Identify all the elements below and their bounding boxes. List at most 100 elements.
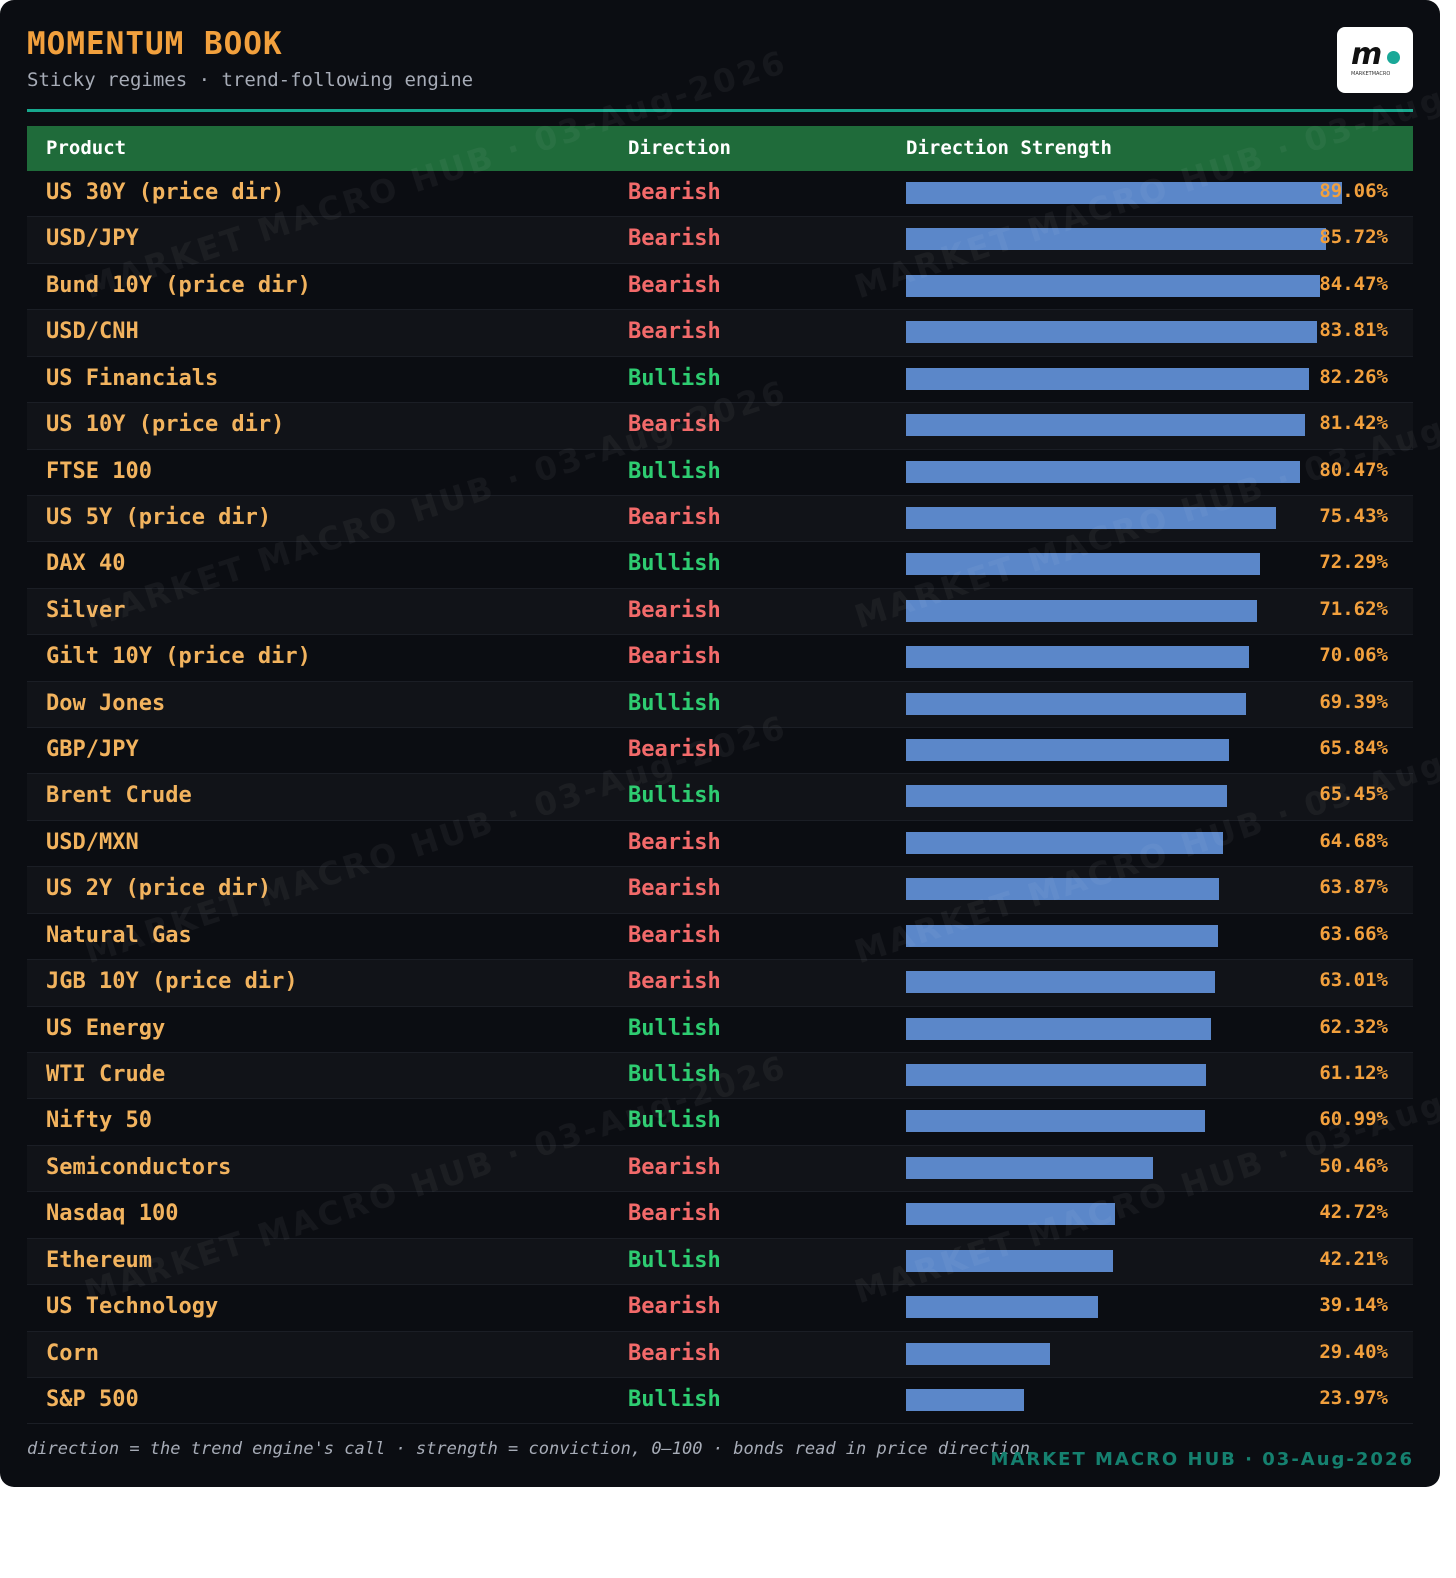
strength-bar bbox=[906, 367, 1310, 390]
product-label: USD/CNH bbox=[46, 319, 139, 345]
table-row: Dow Jones Bullish 69.39% bbox=[27, 681, 1413, 729]
product-label: US Technology bbox=[46, 1294, 219, 1320]
column-header-product: Product bbox=[46, 137, 127, 159]
product-label: USD/JPY bbox=[46, 226, 139, 252]
strength-value: 83.81% bbox=[1319, 319, 1388, 342]
table-row: GBP/JPY Bearish 65.84% bbox=[27, 728, 1413, 775]
direction-label: Bullish bbox=[628, 551, 721, 577]
logo-dot bbox=[1387, 51, 1400, 64]
table-row: Natural Gas Bearish 63.66% bbox=[27, 913, 1413, 961]
strength-bar bbox=[906, 831, 1223, 854]
strength-bar bbox=[906, 1388, 1024, 1411]
strength-bar bbox=[906, 785, 1227, 808]
product-label: US 2Y (price dir) bbox=[46, 876, 272, 902]
direction-label: Bearish bbox=[628, 272, 721, 298]
strength-value: 89.06% bbox=[1319, 180, 1388, 202]
direction-label: Bearish bbox=[628, 829, 721, 855]
product-label: Nasdaq 100 bbox=[46, 1201, 179, 1227]
product-label: US Energy bbox=[46, 1015, 166, 1041]
strength-value: 71.62% bbox=[1319, 597, 1388, 620]
product-label: US 5Y (price dir) bbox=[46, 504, 272, 530]
direction-label: Bullish bbox=[628, 1062, 721, 1088]
table-row: Nasdaq 100 Bearish 42.72% bbox=[27, 1192, 1413, 1239]
strength-value: 23.97% bbox=[1319, 1386, 1388, 1409]
strength-value: 84.47% bbox=[1319, 272, 1388, 295]
direction-label: Bearish bbox=[628, 1201, 721, 1227]
table-row: US 5Y (price dir) Bearish 75.43% bbox=[27, 495, 1413, 543]
table-row: USD/JPY Bearish 85.72% bbox=[27, 217, 1413, 264]
strength-bar bbox=[906, 1203, 1116, 1226]
direction-label: Bearish bbox=[628, 412, 721, 438]
strength-value: 62.32% bbox=[1319, 1015, 1388, 1038]
table-row: US Financials Bullish 82.26% bbox=[27, 356, 1413, 404]
strength-value: 72.29% bbox=[1319, 551, 1388, 574]
strength-bar bbox=[906, 321, 1317, 344]
strength-bar bbox=[906, 1296, 1098, 1319]
product-label: US 30Y (price dir) bbox=[46, 180, 285, 205]
logo-mark: m bbox=[1351, 37, 1382, 72]
strength-value: 85.72% bbox=[1319, 226, 1388, 249]
direction-label: Bullish bbox=[628, 1015, 721, 1041]
strength-bar bbox=[906, 1342, 1051, 1365]
direction-label: Bearish bbox=[628, 876, 721, 902]
strength-bar bbox=[906, 274, 1320, 297]
strength-value: 70.06% bbox=[1319, 644, 1388, 667]
strength-bar bbox=[906, 460, 1301, 483]
strength-value: 65.84% bbox=[1319, 737, 1388, 760]
strength-value: 42.72% bbox=[1319, 1201, 1388, 1224]
strength-value: 64.68% bbox=[1319, 829, 1388, 852]
table-row: Bund 10Y (price dir) Bearish 84.47% bbox=[27, 263, 1413, 311]
table-row: US 10Y (price dir) Bearish 81.42% bbox=[27, 403, 1413, 450]
strength-value: 80.47% bbox=[1319, 458, 1388, 481]
column-header-strength: Direction Strength bbox=[906, 137, 1112, 159]
strength-value: 69.39% bbox=[1319, 690, 1388, 713]
product-label: WTI Crude bbox=[46, 1062, 166, 1088]
strength-bar bbox=[906, 1064, 1206, 1087]
strength-value: 60.99% bbox=[1319, 1108, 1388, 1131]
direction-label: Bearish bbox=[628, 1340, 721, 1366]
brand-stamp: MARKET MACRO HUB · 03-Aug-2026 bbox=[990, 1449, 1414, 1470]
strength-value: 42.21% bbox=[1319, 1247, 1388, 1270]
table-row: US Energy Bullish 62.32% bbox=[27, 1006, 1413, 1054]
strength-bar bbox=[906, 739, 1229, 762]
direction-label: Bearish bbox=[628, 922, 721, 948]
product-label: Natural Gas bbox=[46, 922, 192, 948]
product-label: Corn bbox=[46, 1340, 99, 1366]
strength-value: 82.26% bbox=[1319, 365, 1388, 388]
direction-label: Bullish bbox=[628, 365, 721, 391]
product-label: Ethereum bbox=[46, 1247, 152, 1273]
direction-label: Bearish bbox=[628, 1154, 721, 1180]
table-row: S&P 500 Bullish 23.97% bbox=[27, 1377, 1413, 1425]
strength-value: 39.14% bbox=[1319, 1294, 1388, 1317]
direction-label: Bullish bbox=[628, 1108, 721, 1134]
momentum-table-body: US 30Y (price dir) Bearish 89.06% USD/JPY Be… bbox=[27, 171, 1413, 1425]
product-label: Bund 10Y (price dir) bbox=[46, 272, 311, 298]
strength-bar bbox=[906, 924, 1218, 947]
strength-bar bbox=[906, 878, 1219, 901]
strength-bar bbox=[906, 599, 1257, 622]
product-label: US 10Y (price dir) bbox=[46, 412, 285, 438]
table-row: US Technology Bearish 39.14% bbox=[27, 1285, 1413, 1332]
strength-value: 63.66% bbox=[1319, 922, 1388, 945]
product-label: Nifty 50 bbox=[46, 1108, 152, 1134]
product-label: Dow Jones bbox=[46, 690, 166, 716]
table-header: Product Direction Direction Strength bbox=[27, 126, 1413, 171]
table-row: Semiconductors Bearish 50.46% bbox=[27, 1145, 1413, 1193]
product-label: Silver bbox=[46, 597, 126, 623]
strength-value: 81.42% bbox=[1319, 412, 1388, 435]
table-row: Brent Crude Bullish 65.45% bbox=[27, 774, 1413, 821]
table-row: JGB 10Y (price dir) Bearish 63.01% bbox=[27, 960, 1413, 1007]
product-label: USD/MXN bbox=[46, 829, 139, 855]
direction-label: Bullish bbox=[628, 1247, 721, 1273]
title-divider bbox=[27, 109, 1413, 112]
strength-bar bbox=[906, 971, 1215, 994]
direction-label: Bearish bbox=[628, 319, 721, 345]
product-label: DAX 40 bbox=[46, 551, 126, 577]
product-label: FTSE 100 bbox=[46, 458, 152, 484]
table-row: Nifty 50 Bullish 60.99% bbox=[27, 1099, 1413, 1146]
table-row: US 2Y (price dir) Bearish 63.87% bbox=[27, 867, 1413, 914]
strength-bar bbox=[906, 506, 1276, 529]
table-row: WTI Crude Bullish 61.12% bbox=[27, 1053, 1413, 1100]
table-row: USD/CNH Bearish 83.81% bbox=[27, 310, 1413, 357]
direction-label: Bullish bbox=[628, 458, 721, 484]
